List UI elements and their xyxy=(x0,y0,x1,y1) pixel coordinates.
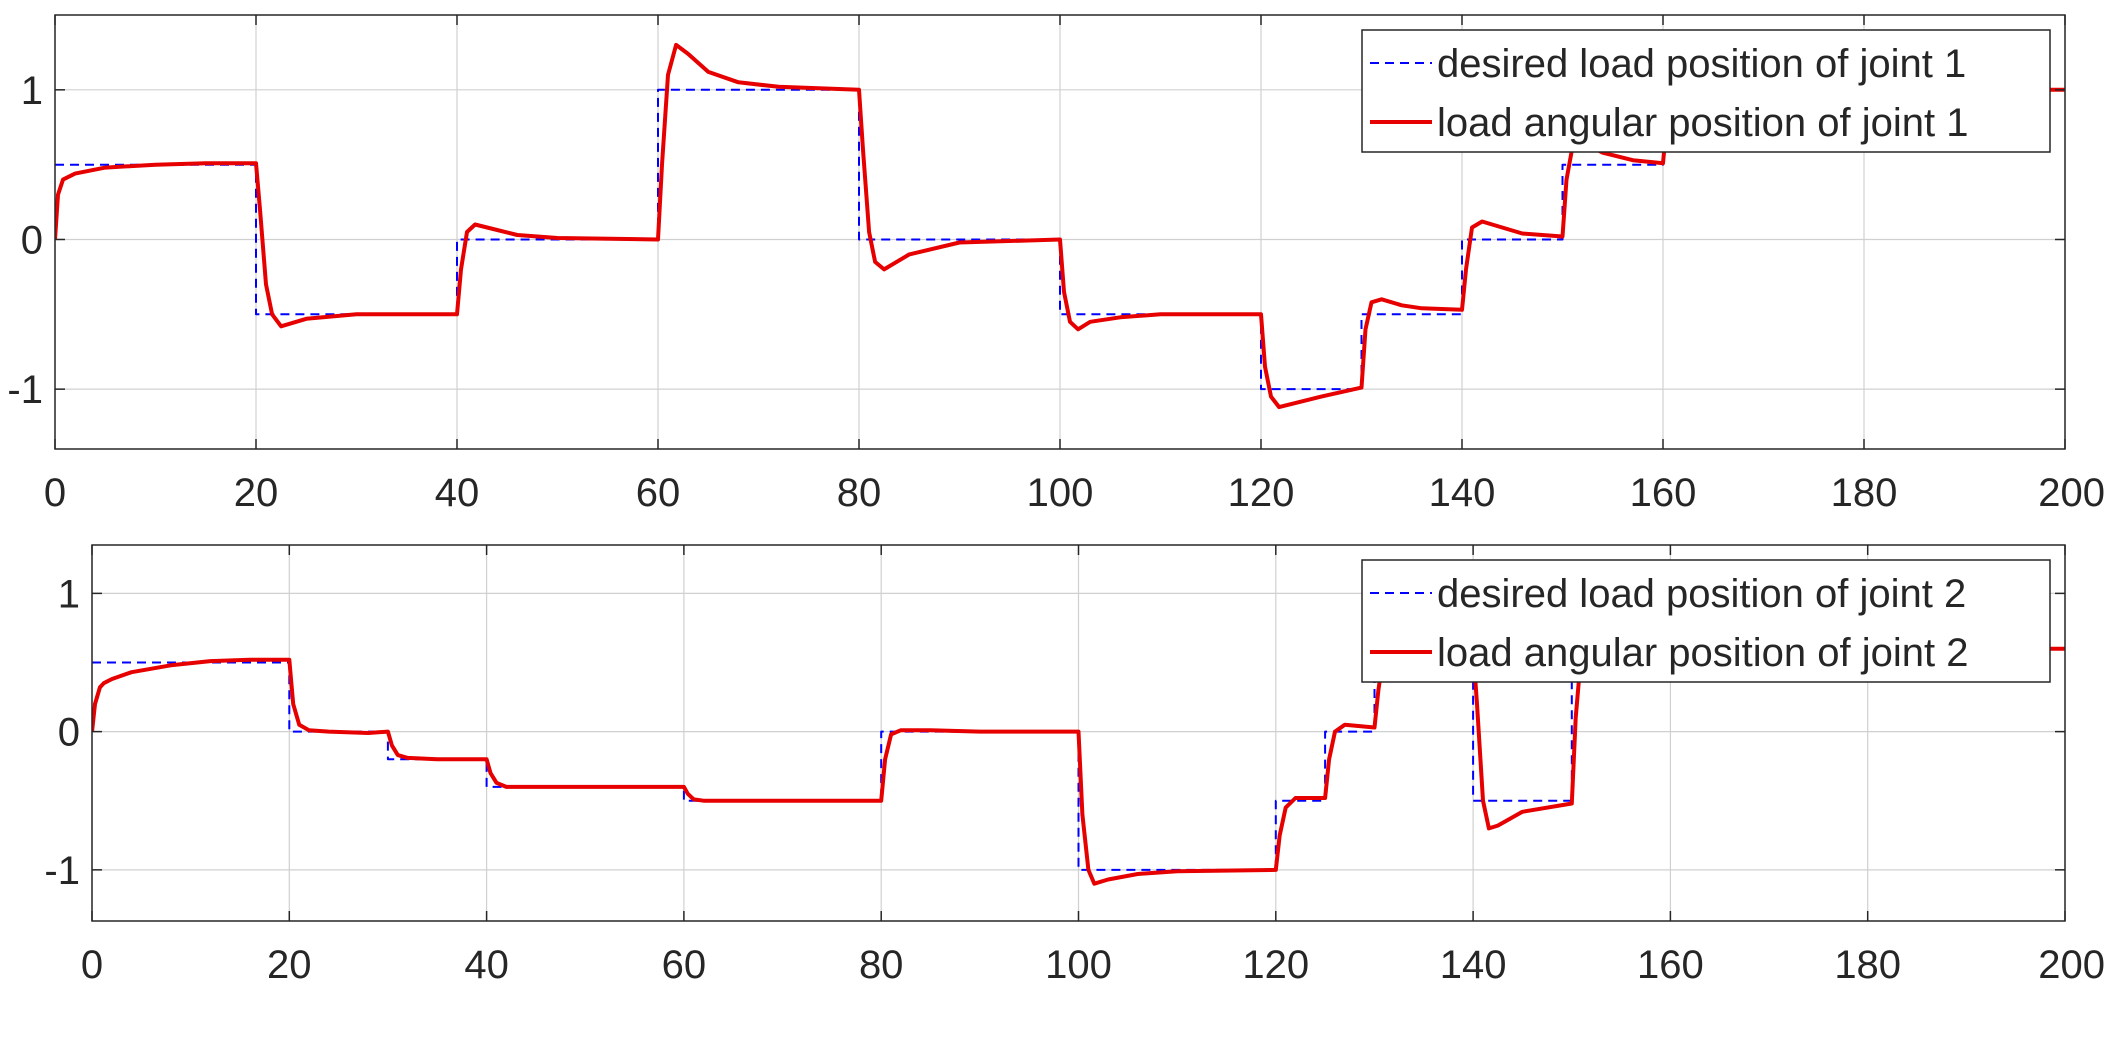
legend-box xyxy=(1361,559,2051,683)
legend-label: desired load position of joint 2 xyxy=(1437,572,1966,616)
series-line-actual xyxy=(92,646,2065,886)
x-tick-label: 140 xyxy=(1429,471,1496,515)
y-tick-label: 0 xyxy=(58,711,80,755)
x-tick-label: 160 xyxy=(1637,943,1704,987)
x-tick-label: 0 xyxy=(44,471,66,515)
legend: desired load position of joint 2 load ang… xyxy=(1361,559,2051,683)
x-tick-label: 120 xyxy=(1228,471,1295,515)
x-tick-label: 60 xyxy=(662,943,707,987)
y-tick-label: 0 xyxy=(21,218,43,262)
y-tick-label: 1 xyxy=(58,572,80,616)
legend-label: load angular position of joint 2 xyxy=(1437,631,1968,675)
plot-panel-joint-1: 0 20 40 60 80 100 120 140 160 180 200 -1 0 1 desired l… xyxy=(7,14,2105,515)
x-tick-label: 100 xyxy=(1027,471,1094,515)
y-tick-label: 1 xyxy=(21,69,43,113)
x-tick-label: 20 xyxy=(267,943,312,987)
x-tick-label: 180 xyxy=(1831,471,1898,515)
legend: desired load position of joint 1 load ang… xyxy=(1361,29,2051,153)
x-tick-label: 200 xyxy=(2038,943,2105,987)
series-line-actual xyxy=(55,42,2065,410)
series-line-desired xyxy=(55,88,2065,391)
x-tick-label: 80 xyxy=(859,943,904,987)
x-tick-label: 0 xyxy=(81,943,103,987)
legend-label: load angular position of joint 1 xyxy=(1437,101,1968,145)
x-tick-label: 40 xyxy=(464,943,509,987)
x-tick-label: 140 xyxy=(1440,943,1507,987)
y-tick-label: -1 xyxy=(44,849,80,893)
x-tick-label: 40 xyxy=(435,471,480,515)
legend-box xyxy=(1361,29,2051,153)
legend-label: desired load position of joint 1 xyxy=(1437,42,1966,86)
x-tick-label: 80 xyxy=(837,471,882,515)
x-tick-label: 100 xyxy=(1045,943,1112,987)
plot-panel-joint-2: 0 20 40 60 80 100 120 140 160 180 200 -1 0 1 desired l… xyxy=(44,544,2105,987)
x-tick-label: 200 xyxy=(2038,471,2105,515)
x-tick-label: 20 xyxy=(234,471,279,515)
x-tick-label: 120 xyxy=(1242,943,1309,987)
x-tick-label: 60 xyxy=(636,471,681,515)
x-tick-label: 160 xyxy=(1630,471,1697,515)
y-tick-label: -1 xyxy=(7,368,43,412)
x-tick-label: 180 xyxy=(1834,943,1901,987)
